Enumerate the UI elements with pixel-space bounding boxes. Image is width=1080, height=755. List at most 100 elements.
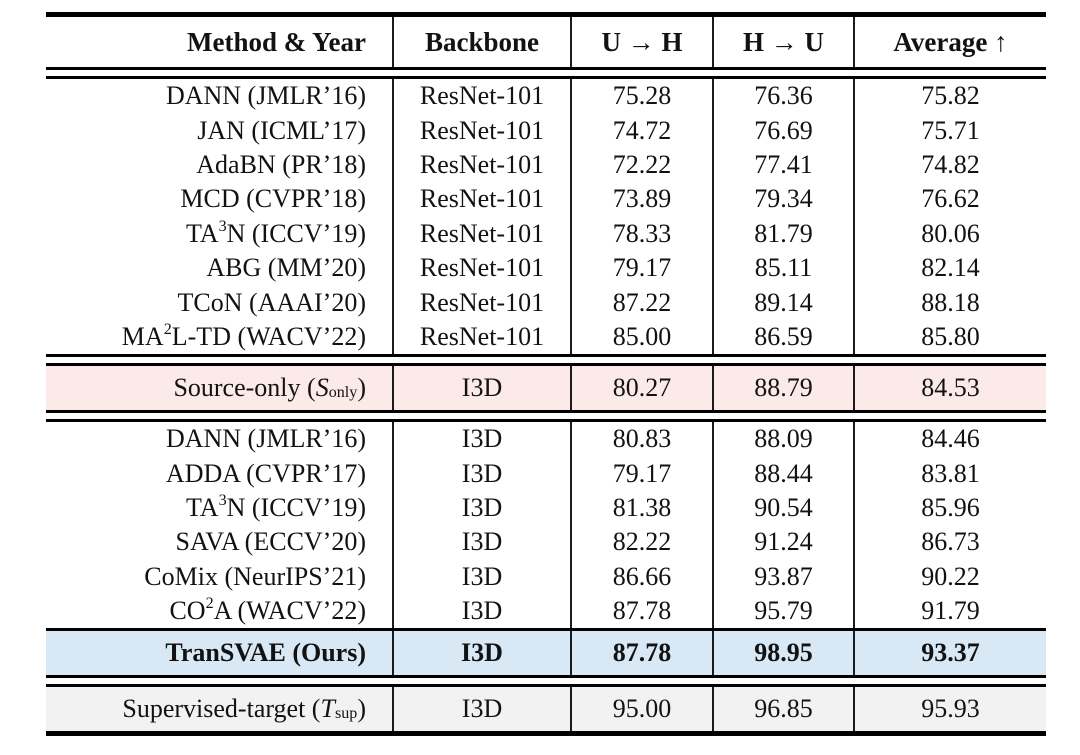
u2h-cell: 86.66: [570, 559, 712, 595]
backbone-cell: I3D: [392, 422, 570, 457]
table-row: SAVA (ECCV’20) I3D 82.22 91.24 86.73: [46, 525, 1046, 560]
backbone-cell: I3D: [392, 525, 570, 560]
average-cell: 75.71: [853, 113, 1046, 148]
u2h-cell: 85.00: [570, 319, 712, 355]
method-cell: MA 2 L-TD (WACV’22): [121, 320, 366, 351]
u2h-cell: 95.00: [570, 687, 712, 732]
section-divider: [46, 410, 1046, 423]
h2u-cell: 86.59: [712, 319, 853, 355]
backbone-cell: ResNet-101: [392, 182, 570, 217]
average-cell: 85.96: [853, 490, 1046, 526]
table-row: DANN (JMLR’16) I3D 80.83 88.09 84.46: [46, 422, 1046, 457]
h2u-cell: 88.44: [712, 456, 853, 491]
method-cell: MCD (CVPR’18): [180, 184, 366, 214]
method-cell: DANN (JMLR’16): [165, 81, 366, 111]
table-row: MCD (CVPR’18) ResNet-101 73.89 79.34 76.…: [46, 182, 1046, 217]
table-row: ABG (MM’20) ResNet-101 79.17 85.11 82.14: [46, 250, 1046, 286]
average-cell: 86.73: [853, 525, 1046, 560]
method-cell: TCoN (AAAI’20): [177, 287, 366, 317]
backbone-cell: ResNet-101: [392, 113, 570, 148]
average-cell: 74.82: [853, 147, 1046, 183]
u2h-cell: 80.83: [570, 422, 712, 457]
h2u-cell: 76.36: [712, 79, 853, 114]
average-cell: 75.82: [853, 79, 1046, 114]
method-cell: DANN (JMLR’16): [165, 424, 366, 454]
u2h-cell: 79.17: [570, 456, 712, 491]
u2h-cell: 82.22: [570, 525, 712, 560]
h2u-cell: 76.69: [712, 113, 853, 148]
h2u-cell: 95.79: [712, 594, 853, 629]
h2u-cell: 90.54: [712, 490, 853, 526]
table-row: MA 2 L-TD (WACV’22) ResNet-101 85.00 86.59…: [46, 319, 1046, 355]
transvae-ours-row: TranSVAE (Ours) I3D 87.78 98.95 93.37: [46, 631, 1046, 676]
average-cell: 85.80: [853, 319, 1046, 355]
backbone-cell: ResNet-101: [392, 147, 570, 183]
backbone-cell: ResNet-101: [392, 319, 570, 355]
method-cell: TranSVAE (Ours): [165, 638, 366, 668]
table-top-rule: [46, 12, 1046, 17]
h2u-cell: 91.24: [712, 525, 853, 560]
h2u-cell: 81.79: [712, 216, 853, 251]
col-header-u-to-h: U → H: [570, 17, 712, 67]
header-divider: [46, 67, 1046, 79]
h2u-cell: 88.79: [712, 366, 853, 411]
average-cell: 80.06: [853, 216, 1046, 251]
u2h-cell: 79.17: [570, 250, 712, 286]
table-row: DANN (JMLR’16) ResNet-101 75.28 76.36 75…: [46, 79, 1046, 114]
u2h-cell: 80.27: [570, 366, 712, 411]
section-divider: [46, 675, 1046, 688]
average-cell: 83.81: [853, 456, 1046, 491]
average-cell: 93.37: [853, 631, 1046, 676]
table-row: TCoN (AAAI’20) ResNet-101 87.22 89.14 88…: [46, 285, 1046, 320]
average-cell: 84.53: [853, 366, 1046, 411]
table-bottom-rule: [46, 731, 1046, 737]
u2h-cell: 78.33: [570, 216, 712, 251]
col-header-method: Method & Year: [187, 26, 366, 57]
table-row: JAN (ICML’17) ResNet-101 74.72 76.69 75.…: [46, 113, 1046, 148]
backbone-cell: I3D: [392, 631, 570, 676]
table-row: CO 2 A (WACV’22) I3D 87.78 95.79 91.79: [46, 594, 1046, 629]
h2u-cell: 96.85: [712, 687, 853, 732]
u2h-cell: 87.78: [570, 594, 712, 629]
backbone-cell: I3D: [392, 687, 570, 732]
h2u-cell: 98.95: [712, 631, 853, 676]
method-cell: ABG (MM’20): [206, 253, 366, 283]
backbone-cell: I3D: [392, 594, 570, 629]
method-cell: JAN (ICML’17): [197, 115, 366, 145]
section-divider: [46, 628, 1046, 632]
u2h-cell: 74.72: [570, 113, 712, 148]
h2u-cell: 77.41: [712, 147, 853, 183]
backbone-cell: ResNet-101: [392, 285, 570, 320]
results-table: Method & Year Backbone U → H H → U Avera…: [46, 12, 1046, 737]
method-cell: SAVA (ECCV’20): [175, 527, 366, 557]
average-cell: 84.46: [853, 422, 1046, 457]
average-cell: 88.18: [853, 285, 1046, 320]
average-cell: 90.22: [853, 559, 1046, 595]
col-header-h-to-u: H → U: [712, 17, 853, 67]
average-cell: 76.62: [853, 182, 1046, 217]
method-cell: AdaBN (PR’18): [196, 149, 366, 179]
u2h-cell: 87.22: [570, 285, 712, 320]
average-cell: 82.14: [853, 250, 1046, 286]
table-header-row: Method & Year Backbone U → H H → U Avera…: [46, 17, 1046, 67]
u2h-cell: 73.89: [570, 182, 712, 217]
table-row: TA 3 N (ICCV’19) ResNet-101 78.33 81.79 80…: [46, 216, 1046, 251]
backbone-cell: I3D: [392, 366, 570, 411]
method-cell: CO 2 A (WACV’22): [169, 595, 366, 626]
average-cell: 95.93: [853, 687, 1046, 732]
average-cell: 91.79: [853, 594, 1046, 629]
section-divider: [46, 354, 1046, 367]
table-row: ADDA (CVPR’17) I3D 79.17 88.44 83.81: [46, 456, 1046, 491]
col-header-backbone: Backbone: [392, 17, 570, 67]
table-row: TA 3 N (ICCV’19) I3D 81.38 90.54 85.96: [46, 490, 1046, 526]
method-cell: ADDA (CVPR’17): [165, 458, 366, 488]
u2h-cell: 72.22: [570, 147, 712, 183]
h2u-cell: 88.09: [712, 422, 853, 457]
h2u-cell: 85.11: [712, 250, 853, 286]
u2h-cell: 81.38: [570, 490, 712, 526]
